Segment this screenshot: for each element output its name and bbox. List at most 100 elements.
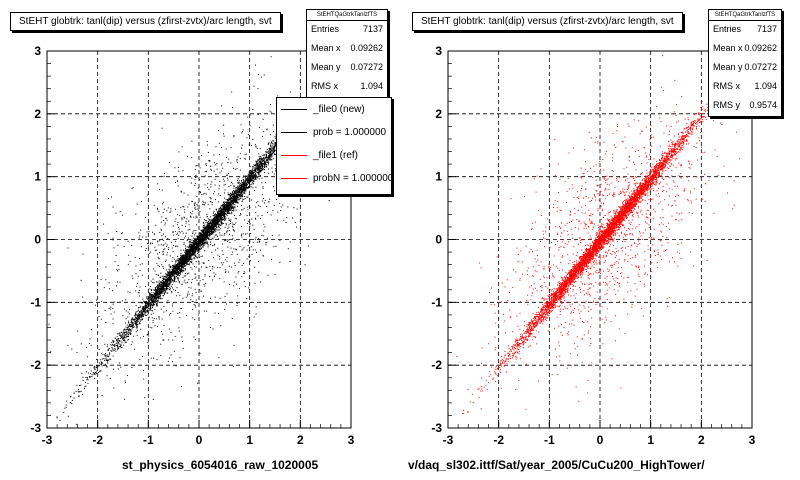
scatter-point <box>248 182 250 184</box>
scatter-point <box>117 339 119 341</box>
scatter-point <box>156 303 158 305</box>
scatter-point <box>157 253 159 255</box>
scatter-point <box>238 190 240 192</box>
scatter-point <box>232 167 234 169</box>
scatter-point <box>193 248 195 250</box>
scatter-point <box>212 224 214 226</box>
scatter-point <box>151 299 153 301</box>
scatter-point <box>217 223 219 225</box>
scatter-point <box>228 212 230 214</box>
scatter-point <box>183 255 185 257</box>
scatter-point <box>274 147 276 149</box>
scatter-point <box>217 219 219 221</box>
scatter-point <box>171 247 173 249</box>
scatter-point <box>254 238 256 240</box>
scatter-point <box>191 261 193 263</box>
scatter-point <box>238 187 240 189</box>
scatter-point <box>147 298 149 300</box>
scatter-point <box>169 281 171 283</box>
scatter-point <box>101 365 103 367</box>
scatter-point <box>232 202 234 204</box>
scatter-point <box>195 299 197 301</box>
scatter-point <box>162 245 164 247</box>
scatter-point <box>244 183 246 185</box>
scatter-point <box>221 211 223 213</box>
scatter-point <box>177 185 179 187</box>
scatter-point <box>171 290 173 292</box>
scatter-point <box>220 215 222 217</box>
scatter-point <box>131 187 133 189</box>
scatter-point <box>241 264 243 266</box>
scatter-point <box>206 224 208 226</box>
scatter-point <box>115 254 117 256</box>
scatter-point <box>173 264 175 266</box>
scatter-point <box>220 170 222 172</box>
scatter-point <box>108 348 110 350</box>
scatter-point <box>235 195 237 197</box>
scatter-point <box>106 355 108 357</box>
scatter-point <box>231 196 233 198</box>
scatter-point <box>163 278 165 280</box>
scatter-point <box>252 178 254 180</box>
scatter-point <box>108 349 110 351</box>
scatter-point <box>112 318 114 320</box>
scatter-point <box>182 259 184 261</box>
scatter-point <box>186 249 188 251</box>
scatter-point <box>194 179 196 181</box>
scatter-point <box>147 194 149 196</box>
scatter-point <box>135 323 137 325</box>
scatter-point <box>222 253 224 255</box>
scatter-point <box>208 300 210 302</box>
scatter-point <box>208 224 210 226</box>
scatter-point <box>151 302 153 304</box>
scatter-point <box>129 332 131 334</box>
scatter-point <box>211 220 213 222</box>
scatter-point <box>266 237 268 239</box>
scatter-point <box>264 161 266 163</box>
scatter-point <box>246 182 248 184</box>
scatter-point <box>188 259 190 261</box>
scatter-point <box>230 185 232 187</box>
scatter-point <box>165 290 167 292</box>
scatter-point <box>183 281 185 283</box>
scatter-point <box>223 207 225 209</box>
scatter-point <box>137 310 139 312</box>
scatter-point <box>137 315 139 317</box>
scatter-point <box>204 285 206 287</box>
scatter-point <box>109 377 111 379</box>
scatter-point <box>190 287 192 289</box>
scatter-point <box>256 147 258 149</box>
scatter-point <box>187 250 189 252</box>
scatter-point <box>219 267 221 269</box>
scatter-point <box>233 285 235 287</box>
scatter-point <box>240 189 242 191</box>
scatter-point <box>148 292 150 294</box>
scatter-point <box>214 234 216 236</box>
scatter-point <box>186 256 188 258</box>
scatter-point <box>123 245 125 247</box>
scatter-point <box>171 260 173 262</box>
scatter-point <box>120 344 122 346</box>
scatter-point <box>231 197 233 199</box>
scatter-point <box>148 335 150 337</box>
scatter-point <box>190 267 192 269</box>
scatter-point <box>225 206 227 208</box>
scatter-point <box>180 270 182 272</box>
scatter-point <box>171 292 173 294</box>
scatter-point <box>173 268 175 270</box>
scatter-point <box>219 209 221 211</box>
scatter-point <box>249 260 251 262</box>
scatter-point <box>264 161 266 163</box>
scatter-point <box>140 311 142 313</box>
scatter-point <box>203 235 205 237</box>
scatter-point <box>245 179 247 181</box>
scatter-point <box>243 263 245 265</box>
scatter-point <box>173 289 175 291</box>
scatter-point <box>192 241 194 243</box>
scatter-point <box>163 339 165 341</box>
scatter-point <box>153 268 155 270</box>
scatter-point <box>102 354 104 356</box>
scatter-point <box>232 223 234 225</box>
scatter-point <box>259 161 261 163</box>
scatter-point <box>228 224 230 226</box>
